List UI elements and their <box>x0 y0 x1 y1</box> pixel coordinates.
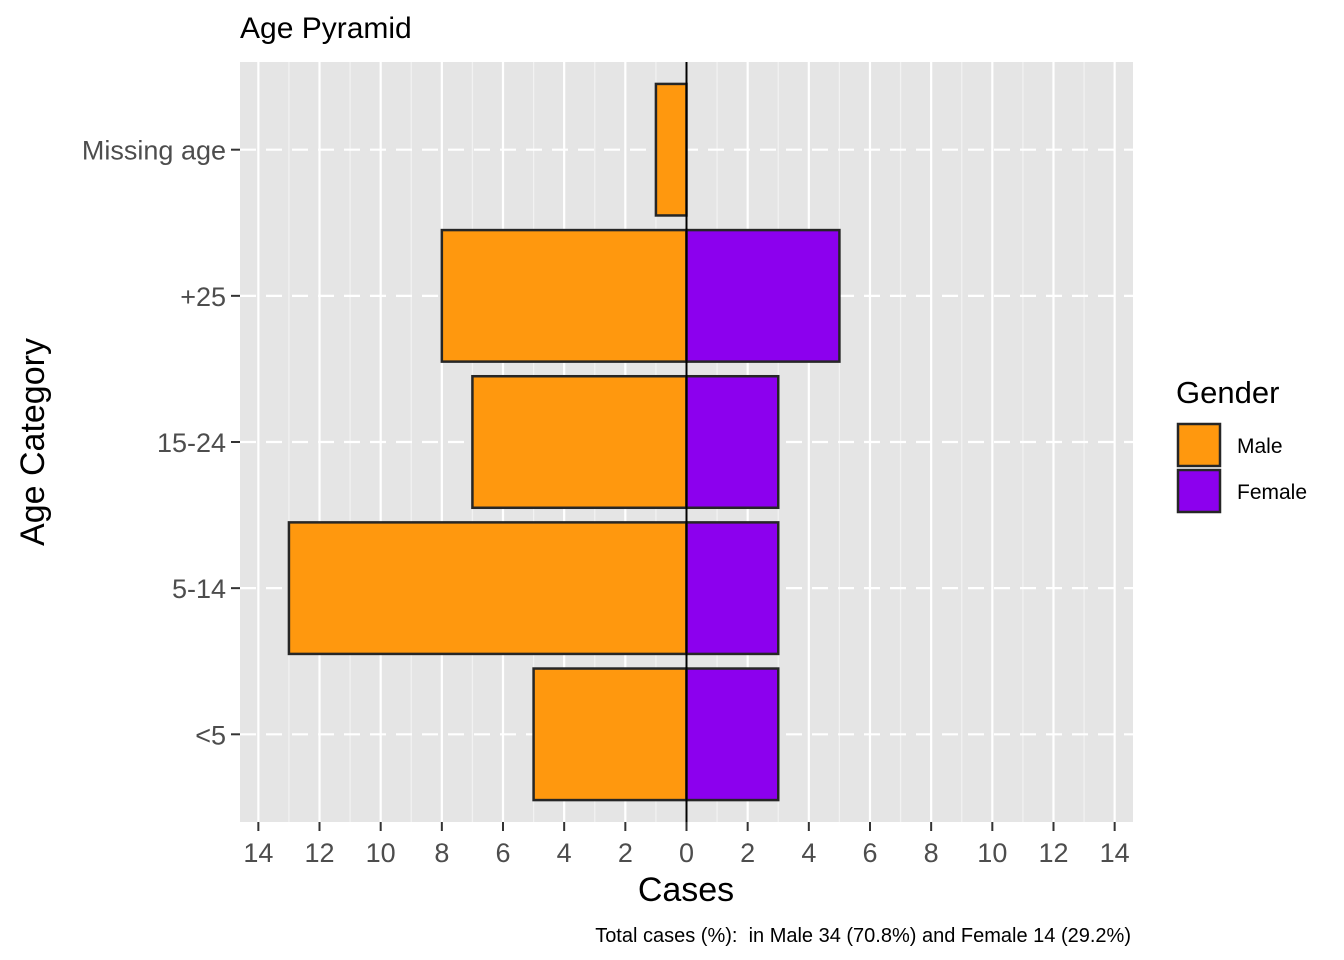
x-tick-label: 12 <box>1038 838 1068 868</box>
x-tick-label: 14 <box>1100 838 1130 868</box>
x-tick-label: 6 <box>862 838 877 868</box>
bar-female-2 <box>685 374 780 510</box>
y-tick-label: Missing age <box>82 136 226 166</box>
bar-male-0 <box>532 667 688 802</box>
x-axis-title: Cases <box>638 871 734 909</box>
y-axis: <5 5-14 15-24 +25 Missing age <box>82 136 240 750</box>
bar-male-4 <box>654 82 688 217</box>
y-tick-label: <5 <box>195 720 226 750</box>
x-tick-label: 12 <box>304 838 334 868</box>
bar-male-1 <box>287 521 688 656</box>
x-tick-label: 4 <box>801 838 816 868</box>
x-axis: 14 12 10 8 6 4 2 0 2 4 6 8 10 12 14 <box>243 822 1130 868</box>
legend-key-male <box>1176 422 1222 468</box>
bar-female-1 <box>685 521 780 656</box>
bar-female-0 <box>685 667 780 802</box>
bars <box>287 82 841 802</box>
x-tick-label: 14 <box>243 838 273 868</box>
bar-male-2 <box>471 374 688 510</box>
bar-female-3 <box>685 228 841 363</box>
x-tick-label: 10 <box>977 838 1007 868</box>
x-tick-label: 2 <box>740 838 755 868</box>
legend: Gender Male Female <box>1176 375 1307 514</box>
bar-male-3 <box>440 228 688 363</box>
legend-label-male: Male <box>1237 435 1283 458</box>
legend-label-female: Female <box>1237 481 1307 504</box>
y-tick-label: +25 <box>180 282 226 312</box>
y-tick-label: 5-14 <box>172 574 226 604</box>
chart-title: Age Pyramid <box>240 12 412 45</box>
y-axis-title: Age Category <box>14 338 52 546</box>
x-tick-label: 8 <box>924 838 939 868</box>
x-tick-label: 4 <box>557 838 572 868</box>
x-tick-label: 10 <box>366 838 396 868</box>
legend-title: Gender <box>1176 375 1279 410</box>
chart-caption: Total cases (%): in Male 34 (70.8%) and … <box>595 925 1131 947</box>
x-tick-label: 6 <box>495 838 510 868</box>
y-tick-label: 15-24 <box>157 428 226 458</box>
x-tick-label: 2 <box>618 838 633 868</box>
legend-key-female <box>1176 468 1222 514</box>
x-tick-label: 8 <box>434 838 449 868</box>
x-tick-label: 0 <box>679 838 694 868</box>
